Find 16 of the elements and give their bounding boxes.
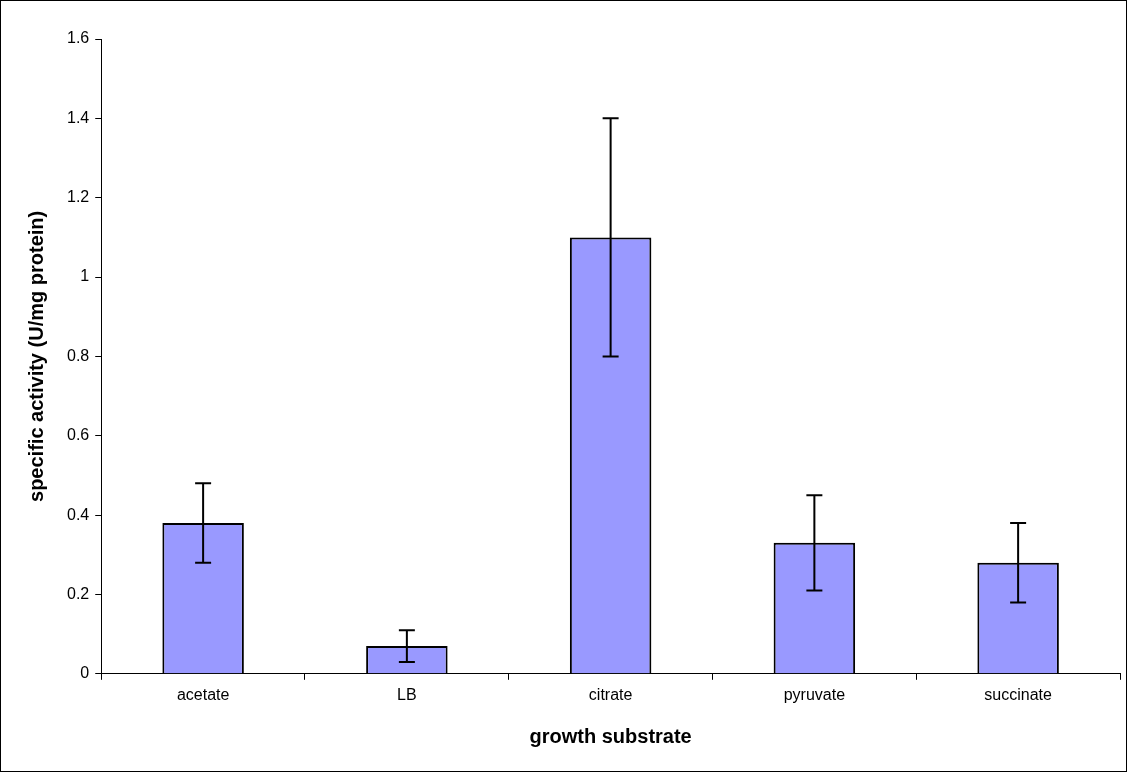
y-tick-label: 0.2 (66, 584, 90, 602)
y-tick-label: 0.4 (66, 505, 90, 523)
x-tick-label: LB (397, 685, 417, 703)
y-tick-label: 1.2 (66, 188, 90, 206)
y-tick-label: 1.6 (66, 29, 90, 47)
y-tick-label: 0.6 (66, 426, 90, 444)
x-tick-label: pyruvate (783, 685, 846, 703)
y-tick-label: 1.4 (66, 108, 90, 126)
y-tick-label: 0.8 (66, 346, 90, 364)
y-tick-label: 0 (80, 664, 90, 682)
y-tick-label: 1 (80, 267, 90, 285)
x-axis-title: growth substrate (529, 724, 692, 747)
x-tick-label: acetate (176, 685, 230, 703)
y-axis-title: specific activity (U/mg protein) (24, 210, 47, 502)
x-tick-label: succinate (984, 685, 1053, 703)
x-tick-label: citrate (588, 685, 633, 703)
